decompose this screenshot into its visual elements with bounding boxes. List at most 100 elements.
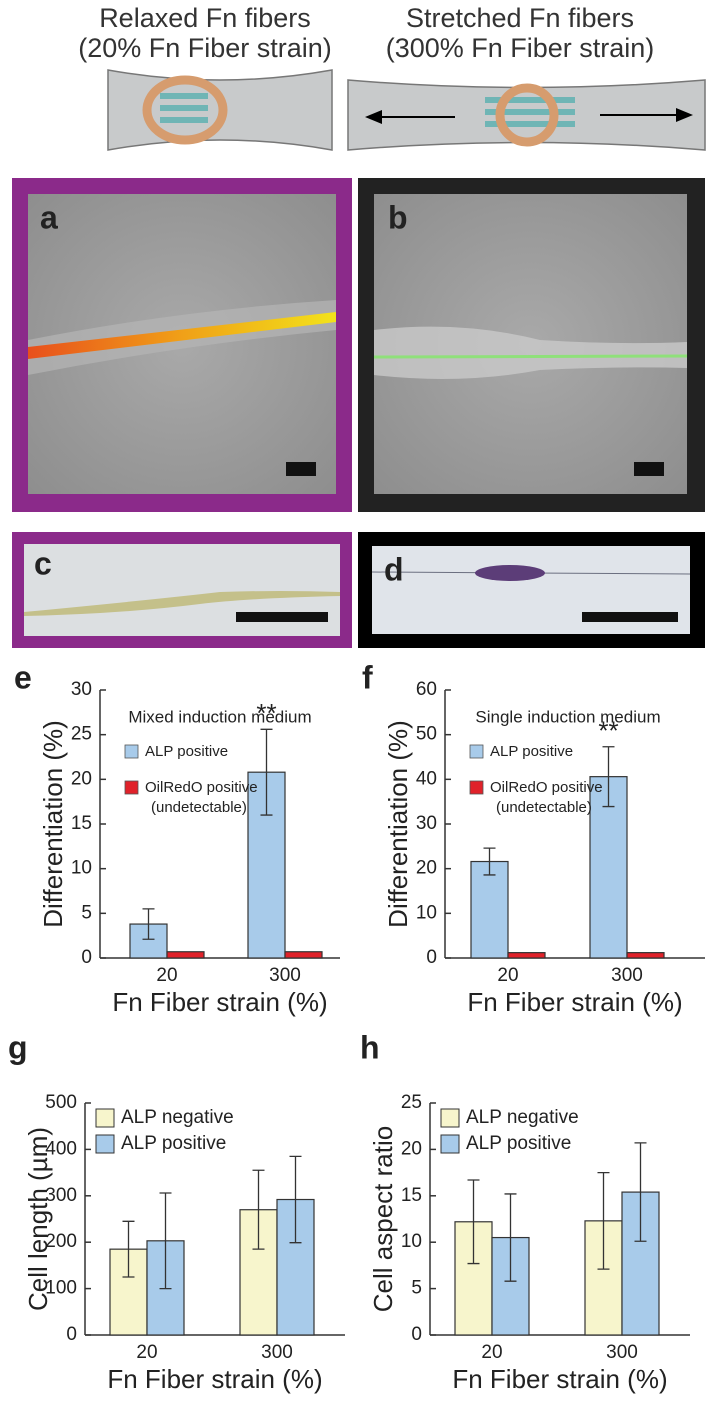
bar [507, 952, 546, 959]
y-axis-label: Cell aspect ratio [368, 1126, 398, 1312]
error-bar [483, 847, 496, 876]
y-tick-label: 400 [45, 1138, 77, 1159]
y-tick-label: 500 [45, 1092, 77, 1113]
micrograph-a: a [12, 178, 352, 512]
error-bar [142, 908, 155, 940]
y-tick-label: 300 [45, 1185, 77, 1206]
schematic-relaxed [107, 69, 333, 151]
y-axis-label: Differentiation (%) [383, 720, 413, 928]
panel-label: b [388, 199, 408, 235]
y-tick-label: 30 [71, 679, 92, 700]
schematic-stretched [347, 79, 706, 151]
error-bar [289, 1155, 302, 1244]
header-title: Stretched Fn fibers [406, 3, 634, 33]
chart-title: Mixed induction medium [128, 707, 311, 726]
legend-label: ALP positive [490, 743, 573, 760]
header-subtitle: (20% Fn Fiber strain) [78, 33, 332, 63]
panel-label: d [384, 551, 404, 587]
x-tick-label: 20 [481, 1342, 502, 1363]
error-bar [597, 1171, 610, 1270]
y-tick-label: 50 [416, 724, 437, 745]
legend-swatch [95, 1134, 115, 1154]
y-tick-label: 15 [71, 813, 92, 834]
x-tick-label: 20 [136, 1342, 157, 1363]
x-axis-label: Fn Fiber strain (%) [107, 1364, 322, 1394]
legend-swatch [124, 780, 139, 795]
legend-swatch [124, 744, 139, 759]
panel-label: c [34, 545, 52, 581]
y-tick-label: 10 [416, 902, 437, 923]
panel-label: f [362, 659, 373, 695]
y-tick-label: 40 [416, 768, 437, 789]
x-axis-label: Fn Fiber strain (%) [112, 987, 327, 1017]
y-tick-label: 30 [416, 813, 437, 834]
legend-label: OilRedO positive [490, 779, 603, 796]
error-bar [260, 728, 273, 816]
legend-swatch [469, 780, 484, 795]
y-tick-label: 0 [81, 947, 92, 968]
legend-label: ALP positive [145, 743, 228, 760]
annotation: ** [256, 698, 276, 728]
legend-swatch [440, 1108, 460, 1128]
panel-label: h [360, 1029, 380, 1065]
y-axis-label: Differentiation (%) [38, 720, 68, 928]
panel-label: e [14, 659, 32, 695]
legend-label: OilRedO positive [145, 779, 258, 796]
y-tick-label: 0 [411, 1324, 422, 1345]
y-axis-label: Cell length (µm) [23, 1127, 53, 1311]
bar [626, 952, 665, 959]
micrograph-d: d [358, 532, 705, 648]
y-tick-label: 10 [71, 858, 92, 879]
header-title: Relaxed Fn fibers [99, 3, 311, 33]
legend-swatch [469, 744, 484, 759]
error-bar [252, 1169, 265, 1250]
micrograph-c: c [12, 532, 352, 648]
error-bar [122, 1220, 135, 1278]
bar [470, 860, 509, 959]
x-tick-label: 300 [269, 965, 301, 986]
x-tick-label: 300 [261, 1342, 293, 1363]
x-axis-label: Fn Fiber strain (%) [467, 987, 682, 1017]
y-tick-label: 20 [71, 768, 92, 789]
y-tick-label: 5 [411, 1278, 422, 1299]
legend-label: ALP negative [121, 1107, 234, 1128]
x-axis-label: Fn Fiber strain (%) [452, 1364, 667, 1394]
error-bar [504, 1193, 517, 1282]
y-tick-label: 15 [401, 1185, 422, 1206]
legend-swatch [440, 1134, 460, 1154]
bar [166, 951, 205, 959]
y-tick-label: 200 [45, 1231, 77, 1252]
legend-label: ALP positive [121, 1133, 226, 1154]
micrograph-b: b [358, 178, 705, 512]
legend-note: (undetectable) [496, 799, 592, 816]
x-tick-label: 300 [611, 965, 643, 986]
legend-swatch [95, 1108, 115, 1128]
bar [284, 951, 323, 959]
header-subtitle: (300% Fn Fiber strain) [386, 33, 655, 63]
error-bar [634, 1142, 647, 1242]
x-tick-label: 20 [156, 965, 177, 986]
x-tick-label: 300 [606, 1342, 638, 1363]
error-bar [159, 1192, 172, 1290]
y-tick-label: 0 [66, 1324, 77, 1345]
chart-title: Single induction medium [475, 707, 660, 726]
error-bar [602, 746, 615, 808]
legend-note: (undetectable) [151, 799, 247, 816]
y-tick-label: 60 [416, 679, 437, 700]
y-tick-label: 25 [71, 724, 92, 745]
annotation: ** [598, 716, 618, 746]
y-tick-label: 10 [401, 1231, 422, 1252]
y-tick-label: 0 [426, 947, 437, 968]
y-tick-label: 20 [401, 1138, 422, 1159]
y-tick-label: 100 [45, 1278, 77, 1299]
panel-label: a [40, 199, 58, 235]
y-tick-label: 5 [81, 902, 92, 923]
y-tick-label: 25 [401, 1092, 422, 1113]
x-tick-label: 20 [497, 965, 518, 986]
error-bar [467, 1179, 480, 1265]
legend-label: ALP negative [466, 1107, 579, 1128]
panel-label: g [8, 1029, 28, 1065]
legend-label: ALP positive [466, 1133, 571, 1154]
y-tick-label: 20 [416, 858, 437, 879]
